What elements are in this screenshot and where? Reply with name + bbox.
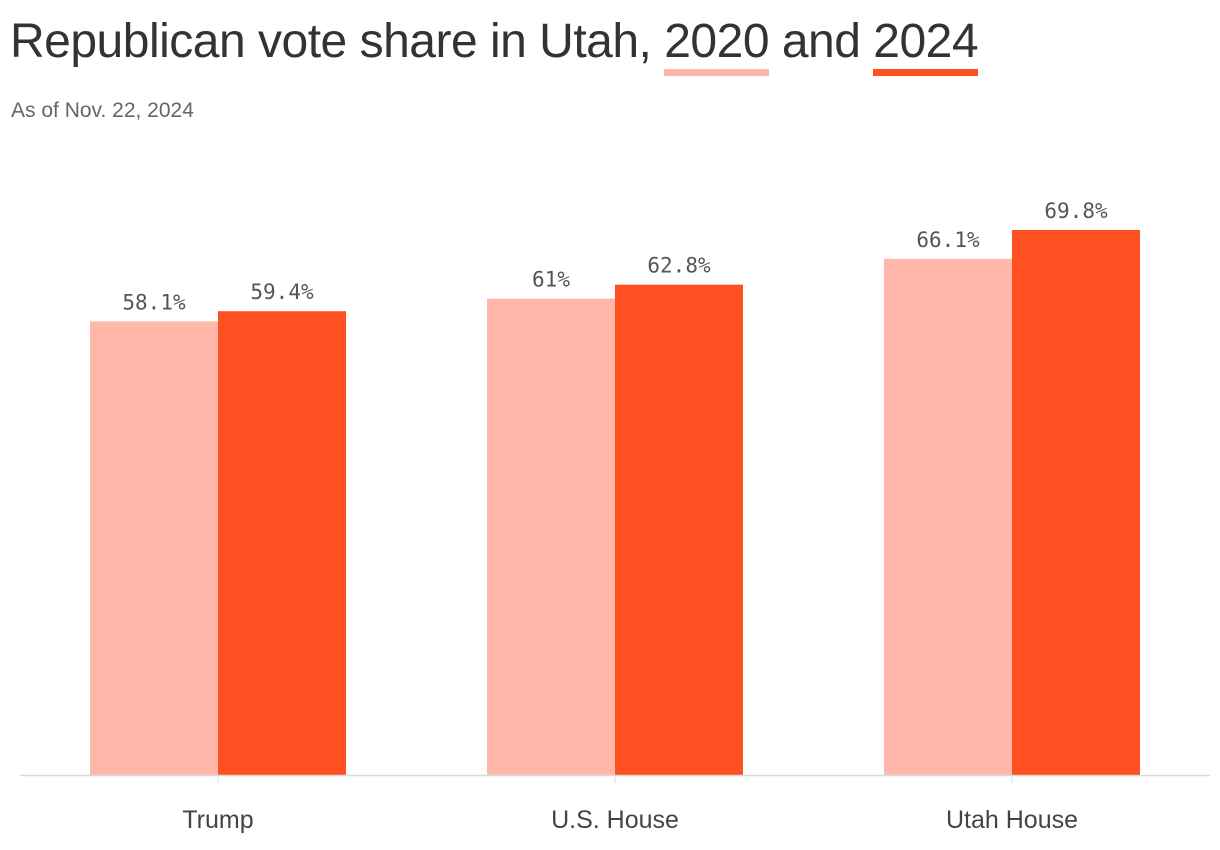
category-label-1: U.S. House bbox=[551, 806, 679, 834]
category-label-0: Trump bbox=[182, 806, 253, 834]
data-label-2020-2: 66.1% bbox=[916, 228, 980, 252]
bar-2024-0 bbox=[218, 311, 346, 775]
title-join: and bbox=[769, 15, 874, 68]
title-prefix: Republican vote share in Utah, bbox=[10, 15, 665, 68]
legend-2024-key: 2024 bbox=[873, 14, 979, 76]
bar-2024-2 bbox=[1012, 230, 1140, 775]
category-label-2: Utah House bbox=[946, 806, 1078, 834]
legend-2020-key: 2020 bbox=[664, 14, 770, 76]
data-label-2024-1: 62.8% bbox=[647, 254, 711, 278]
data-label-2020-1: 61% bbox=[532, 268, 570, 292]
data-label-2024-2: 69.8% bbox=[1044, 199, 1108, 223]
chart-title: Republican vote share in Utah, 2020 and … bbox=[10, 14, 979, 76]
bar-2020-1 bbox=[487, 298, 615, 775]
data-label-2024-0: 59.4% bbox=[250, 280, 314, 304]
bar-2020-0 bbox=[90, 321, 218, 775]
data-label-2020-0: 58.1% bbox=[122, 290, 186, 314]
bar-2020-2 bbox=[884, 258, 1012, 776]
chart-subtitle: As of Nov. 22, 2024 bbox=[11, 99, 194, 122]
bar-2024-1 bbox=[615, 284, 743, 775]
